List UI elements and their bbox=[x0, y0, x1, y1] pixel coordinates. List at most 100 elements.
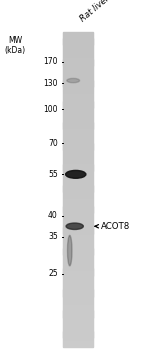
Bar bbox=[63, 137, 93, 138]
Bar bbox=[63, 95, 93, 96]
Bar bbox=[63, 268, 93, 270]
Bar bbox=[63, 134, 93, 135]
Bar bbox=[63, 58, 93, 59]
Bar bbox=[63, 318, 93, 319]
Bar bbox=[63, 118, 93, 119]
Bar bbox=[63, 234, 93, 236]
Bar bbox=[63, 71, 93, 72]
Bar bbox=[63, 301, 93, 302]
Bar bbox=[63, 267, 93, 268]
Bar bbox=[63, 121, 93, 122]
Bar bbox=[63, 32, 93, 33]
Bar bbox=[63, 92, 93, 93]
Bar bbox=[63, 269, 93, 271]
Bar bbox=[63, 129, 93, 130]
Bar bbox=[63, 182, 93, 183]
Bar bbox=[63, 97, 93, 98]
Bar bbox=[63, 178, 93, 179]
Bar bbox=[63, 300, 93, 301]
Bar bbox=[63, 296, 93, 298]
Bar bbox=[63, 201, 93, 202]
Bar bbox=[63, 335, 93, 337]
Ellipse shape bbox=[67, 78, 80, 83]
Bar bbox=[63, 237, 93, 238]
Bar bbox=[63, 225, 93, 227]
Bar bbox=[63, 116, 93, 117]
Bar bbox=[63, 177, 93, 178]
Bar bbox=[63, 82, 93, 84]
Bar bbox=[63, 99, 93, 101]
Bar bbox=[63, 83, 93, 85]
Bar bbox=[63, 323, 93, 324]
Bar bbox=[63, 194, 93, 195]
Bar bbox=[63, 247, 93, 248]
Bar bbox=[63, 280, 93, 281]
Bar bbox=[63, 315, 93, 317]
Bar bbox=[63, 322, 93, 323]
Bar bbox=[63, 262, 93, 263]
Bar bbox=[63, 270, 93, 272]
Bar bbox=[63, 271, 93, 273]
Bar bbox=[63, 309, 93, 310]
Bar bbox=[63, 248, 93, 250]
Bar bbox=[63, 337, 93, 338]
Bar bbox=[63, 227, 93, 229]
Bar bbox=[63, 117, 93, 118]
Bar bbox=[63, 258, 93, 259]
Bar bbox=[63, 324, 93, 325]
Bar bbox=[63, 126, 93, 128]
Bar bbox=[63, 297, 93, 299]
Bar bbox=[63, 330, 93, 332]
Bar bbox=[63, 289, 93, 291]
Bar bbox=[63, 59, 93, 61]
Bar bbox=[63, 261, 93, 262]
Text: 100: 100 bbox=[43, 105, 58, 114]
Bar bbox=[63, 307, 93, 308]
Bar bbox=[63, 62, 93, 64]
Text: 25: 25 bbox=[48, 269, 58, 279]
Bar bbox=[63, 303, 93, 304]
Bar bbox=[63, 155, 93, 156]
Bar bbox=[63, 174, 93, 175]
Bar bbox=[63, 319, 93, 320]
Bar bbox=[63, 342, 93, 343]
Bar bbox=[63, 246, 93, 247]
Bar bbox=[63, 36, 93, 38]
Bar bbox=[63, 276, 93, 278]
Bar bbox=[63, 306, 93, 308]
Bar bbox=[63, 304, 93, 305]
Bar bbox=[63, 334, 93, 336]
Bar bbox=[63, 250, 93, 252]
Bar bbox=[63, 52, 93, 53]
Bar bbox=[63, 207, 93, 209]
Bar bbox=[63, 251, 93, 253]
Bar bbox=[63, 275, 93, 276]
Text: Rat liver: Rat liver bbox=[79, 0, 112, 23]
Bar bbox=[63, 329, 93, 330]
Bar bbox=[63, 135, 93, 136]
Bar bbox=[63, 154, 93, 155]
Bar bbox=[63, 91, 93, 92]
Bar bbox=[63, 293, 93, 295]
Text: 35: 35 bbox=[48, 232, 58, 242]
Bar bbox=[63, 51, 93, 52]
Bar bbox=[63, 56, 93, 57]
Bar bbox=[63, 38, 93, 40]
Bar bbox=[63, 266, 93, 267]
Bar bbox=[63, 232, 93, 234]
Bar bbox=[63, 203, 93, 204]
Bar bbox=[63, 214, 93, 216]
Bar bbox=[63, 78, 93, 79]
Bar bbox=[63, 165, 93, 166]
Bar bbox=[63, 305, 93, 306]
Bar bbox=[63, 223, 93, 224]
Bar bbox=[63, 243, 93, 245]
Bar bbox=[63, 66, 93, 67]
Bar bbox=[63, 287, 93, 289]
Bar bbox=[63, 103, 93, 105]
Bar bbox=[63, 308, 93, 309]
Bar bbox=[63, 236, 93, 237]
Bar bbox=[63, 53, 93, 54]
Bar bbox=[63, 45, 93, 47]
Bar bbox=[63, 272, 93, 274]
